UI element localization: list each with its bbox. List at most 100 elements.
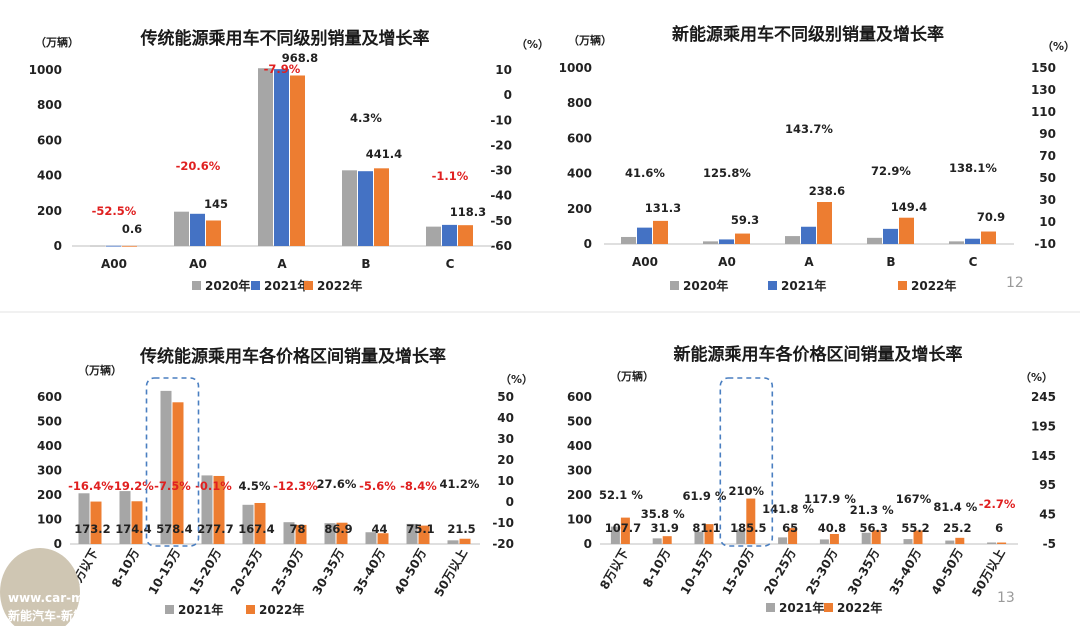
data-value-label: 31.9 [651, 521, 679, 535]
bar-2022年 [418, 525, 430, 544]
bar-2021年 [365, 532, 377, 544]
legend-label: 2021年 [779, 600, 824, 615]
y-tick-label: 500 [37, 415, 62, 429]
data-value-label: 145 [204, 197, 228, 211]
legend-swatch [824, 603, 833, 612]
y2-axis-unit: （%） [516, 38, 549, 51]
bar-2021年 [861, 532, 871, 544]
y-tick-label: 600 [37, 133, 62, 147]
y-tick-label: 1000 [559, 61, 592, 75]
legend-label: 2020年 [683, 278, 728, 293]
chart-panel-2: 新能源乘用车不同级别销量及增长率 （万辆） （%） 0 200 400 600 800 1000… [559, 24, 1075, 293]
y-tick-label: 0 [584, 537, 592, 551]
y2-tick-label: 90 [1039, 127, 1056, 141]
bar-2022年 [377, 533, 389, 544]
y2-tick-label: -10 [1034, 237, 1056, 251]
y2-tick-label: 150 [1031, 61, 1056, 75]
y-tick-label: 800 [567, 96, 592, 110]
legend-swatch [251, 281, 260, 290]
growth-rate-label: -12.3% [273, 479, 318, 493]
y2-tick-label: 0 [506, 495, 514, 509]
growth-rate-label: -7.5% [154, 479, 191, 493]
bar-2022年 [704, 524, 714, 544]
highlight-box [719, 377, 774, 547]
bar-2021年 [652, 538, 662, 544]
bar-2021年 [106, 245, 121, 247]
y2-tick-label: -60 [490, 239, 512, 253]
bar-2021年 [442, 224, 457, 246]
y2-tick-label: -40 [490, 189, 512, 203]
x-tick-label: A0 [189, 257, 207, 271]
bar-2021年 [274, 69, 289, 247]
x-tick-label: A [277, 257, 287, 271]
y-tick-label: 400 [567, 167, 592, 181]
data-value-label: 131.3 [645, 201, 681, 215]
bar-2022年 [458, 225, 473, 246]
growth-rate-label: 4.5% [239, 479, 271, 493]
bar-2022年 [788, 528, 798, 544]
footer-site-text: www.car-metaverse [8, 591, 143, 605]
data-value-label: 65 [782, 521, 798, 535]
legend-label: 2021年 [781, 278, 826, 293]
bar-2022年 [131, 501, 143, 544]
y-tick-label: 0 [54, 239, 62, 253]
growth-rate-label: 27.6% [317, 477, 357, 491]
y-axis-unit: （万辆） [35, 35, 79, 49]
y2-tick-label: 145 [1031, 449, 1056, 463]
y-tick-label: 500 [567, 415, 592, 429]
bar-2021年 [324, 523, 336, 544]
data-value-label: 86.9 [324, 522, 352, 536]
page-number: 13 [997, 590, 1015, 606]
bar-2022年 [981, 231, 996, 244]
legend-swatch [898, 281, 907, 290]
growth-rate-label: 52.1 % [599, 488, 643, 502]
legend-swatch [246, 605, 255, 614]
data-value-label: 21.5 [447, 522, 475, 536]
bar-2021年 [160, 390, 172, 544]
bar-2021年 [283, 522, 295, 544]
legend-swatch [670, 281, 679, 290]
growth-rate-label: -0.1% [195, 479, 232, 493]
footer-logo-badge [0, 548, 80, 626]
bar-2022年 [746, 498, 756, 544]
growth-rate-label: -5.6% [359, 479, 396, 493]
bar-2021年 [242, 504, 254, 544]
y2-tick-label: 40 [497, 411, 514, 425]
bar-2021年 [883, 228, 898, 244]
data-value-label: 25.2 [943, 521, 971, 535]
bar-2021年 [778, 537, 788, 544]
growth-rate-label: 141.8 % [762, 502, 814, 516]
legend-label: 2021年 [264, 278, 309, 293]
y2-axis-unit: （%） [1042, 40, 1075, 53]
y-axis-unit: （万辆） [568, 33, 612, 47]
data-value-label: 167.4 [238, 522, 274, 536]
y-tick-label: 1000 [29, 63, 62, 77]
legend-swatch [192, 281, 201, 290]
growth-rate-label: -7.9% [264, 62, 301, 76]
y2-tick-label: -30 [490, 164, 512, 178]
bar-2021年 [406, 523, 418, 544]
y2-tick-label: -5 [1043, 537, 1056, 551]
growth-rate-label: -52.5% [92, 204, 137, 218]
x-tick-label: C [446, 257, 455, 271]
y2-tick-label: -20 [492, 537, 514, 551]
y2-tick-label: 50 [1039, 171, 1056, 185]
y2-tick-label: 10 [1039, 215, 1056, 229]
y2-tick-label: 10 [497, 474, 514, 488]
y2-tick-label: 10 [495, 63, 512, 77]
bar-2020年 [867, 237, 882, 244]
bar-2022年 [122, 245, 137, 247]
y-tick-label: 200 [37, 204, 62, 218]
bar-2022年 [817, 202, 832, 244]
y-axis-unit: （万辆） [610, 369, 654, 383]
y2-tick-label: -50 [490, 214, 512, 228]
y2-tick-label: -10 [490, 113, 512, 127]
legend-label: 2020年 [205, 278, 250, 293]
legend-swatch [768, 281, 777, 290]
chart-title: 新能源乘用车不同级别销量及增长率 [672, 24, 944, 45]
x-tick-label: A [804, 255, 814, 269]
y2-tick-label: -10 [492, 516, 514, 530]
legend-swatch [165, 605, 174, 614]
y-tick-label: 400 [37, 439, 62, 453]
y2-tick-label: 30 [497, 432, 514, 446]
